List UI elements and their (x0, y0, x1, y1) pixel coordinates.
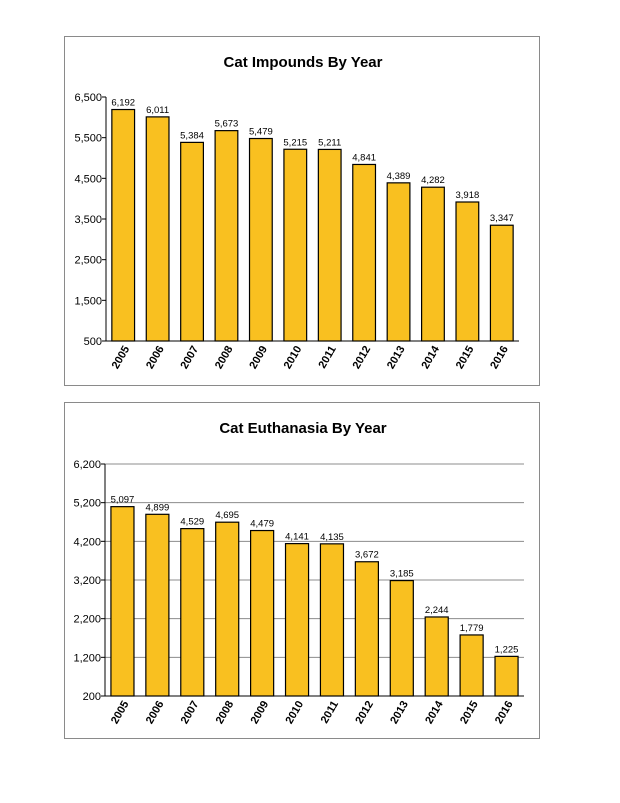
y-tick-label: 6,200 (73, 459, 101, 471)
data-label: 1,225 (495, 644, 519, 655)
y-tick-label: 200 (83, 691, 101, 703)
y-tick-label: 4,200 (73, 536, 101, 548)
y-tick-label: 2,200 (73, 614, 101, 626)
x-tick-label: 2009 (249, 699, 272, 726)
bar-2005 (111, 108, 136, 342)
chart-title: Cat Impounds By Year (224, 54, 383, 71)
x-tick-label: 2007 (179, 344, 202, 371)
data-label: 3,185 (390, 569, 414, 580)
data-label: 3,918 (455, 190, 479, 201)
bar-2007 (180, 141, 204, 342)
bar-2011 (317, 148, 342, 342)
data-label: 5,673 (215, 119, 239, 130)
x-tick-label: 2014 (423, 698, 446, 726)
data-label: 3,347 (490, 213, 514, 224)
x-tick-label: 2014 (419, 343, 442, 371)
data-label: 5,097 (111, 495, 135, 506)
y-tick-label: 3,200 (73, 575, 101, 587)
data-label: 4,141 (285, 532, 309, 543)
euthanasia-chart-panel: Cat Euthanasia By Year 200 1,200 2,200 3,20… (64, 402, 540, 739)
x-tick-label: 2015 (454, 344, 477, 371)
y-tick-label: 1,500 (74, 295, 102, 307)
y-tick-label: 2,500 (74, 255, 102, 267)
bar-2015 (459, 634, 484, 697)
data-label: 5,479 (249, 127, 273, 138)
bar-2013 (389, 579, 414, 697)
data-label: 6,011 (146, 105, 169, 116)
x-tick-label: 2009 (247, 344, 270, 371)
data-label: 4,282 (421, 175, 445, 186)
y-tick-label: 1,200 (73, 652, 101, 664)
x-tick-label: 2005 (110, 344, 133, 371)
bar-2014 (424, 616, 449, 697)
x-tick-label: 2006 (144, 344, 167, 371)
bar-2009 (250, 529, 275, 697)
data-label: 4,479 (250, 519, 274, 530)
x-tick-label: 2010 (282, 344, 305, 371)
x-tick-label: 2016 (488, 344, 511, 371)
x-tick-label: 2008 (214, 699, 237, 726)
data-label: 4,529 (180, 517, 204, 528)
y-tick-label: 6,500 (74, 92, 102, 104)
bar-2012 (352, 163, 377, 342)
bar-2012 (354, 561, 379, 697)
x-tick-label: 2006 (144, 699, 167, 726)
bar-2011 (319, 543, 345, 697)
chart-title: Cat Euthanasia By Year (219, 420, 386, 437)
bar-2008 (214, 130, 239, 342)
x-tick-label: 2010 (284, 699, 307, 726)
x-tick-label: 2012 (351, 344, 374, 371)
bar-2013 (386, 182, 411, 342)
data-label: 2,244 (425, 605, 449, 616)
bar-2007 (180, 528, 205, 697)
x-tick-label: 2008 (213, 344, 236, 371)
bar-2016 (494, 655, 519, 697)
y-tick-label: 5,500 (74, 133, 102, 145)
x-tick-label: 2012 (353, 699, 376, 726)
y-tick-label: 5,200 (73, 498, 101, 510)
bar-2008 (215, 521, 240, 697)
data-label: 5,384 (180, 130, 204, 141)
bar-2010 (283, 148, 308, 342)
data-label: 5,211 (318, 137, 341, 148)
impounds-chart-panel: Cat Impounds By Year 500 1,500 2,500 3,500 4… (64, 36, 540, 386)
bar-2015 (455, 201, 480, 342)
bar-2009 (248, 137, 273, 342)
y-tick-label: 3,500 (74, 214, 102, 226)
impounds-chart: Cat Impounds By Year 500 1,500 2,500 3,500 4… (74, 54, 519, 371)
data-label: 4,135 (320, 532, 344, 543)
euthanasia-chart: Cat Euthanasia By Year 200 1,200 2,200 3,20… (73, 420, 524, 726)
y-tick-label: 500 (84, 336, 102, 348)
y-tick-label: 4,500 (74, 173, 102, 185)
x-tick-label: 2013 (388, 699, 411, 726)
bar-2006 (145, 116, 170, 342)
bar-2010 (284, 543, 310, 697)
x-tick-label: 2016 (493, 699, 516, 726)
data-label: 4,695 (215, 510, 239, 521)
bar-2006 (145, 513, 170, 697)
x-tick-label: 2007 (179, 699, 202, 726)
x-tick-label: 2013 (385, 344, 408, 371)
x-tick-label: 2005 (109, 699, 132, 726)
data-label: 4,389 (387, 171, 411, 182)
x-tick-label: 2011 (319, 699, 341, 726)
bar-2005 (110, 506, 135, 697)
data-label: 4,899 (145, 502, 169, 513)
bar-2014 (421, 186, 445, 342)
data-label: 1,779 (460, 623, 484, 634)
data-label: 6,192 (111, 98, 135, 109)
bar-2016 (489, 224, 514, 342)
data-label: 3,672 (355, 550, 379, 561)
data-label: 4,841 (352, 152, 376, 163)
data-label: 5,215 (283, 137, 307, 148)
x-tick-label: 2011 (316, 344, 338, 371)
x-tick-label: 2015 (458, 699, 481, 726)
